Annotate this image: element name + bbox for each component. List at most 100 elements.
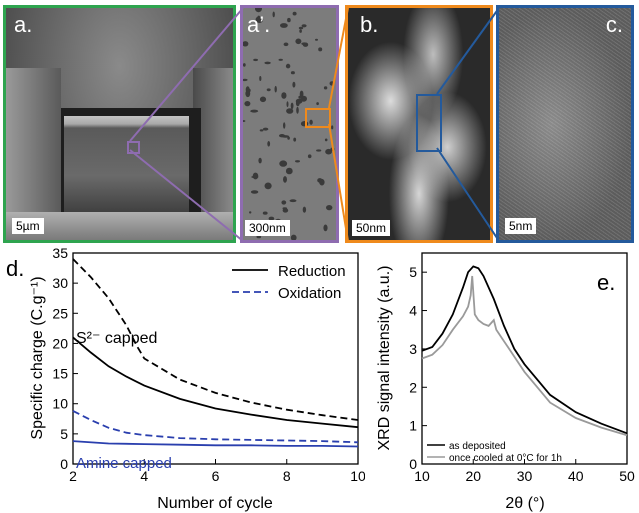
- chart-d-y-tick-label: 10: [52, 396, 68, 412]
- panel-label-b: b.: [360, 12, 379, 37]
- pore: [302, 206, 307, 213]
- chart-e-x-tick-label: 10: [414, 468, 430, 484]
- chart-d-series-line-0: [72, 336, 359, 429]
- pore: [299, 29, 302, 33]
- pore: [285, 63, 291, 69]
- chart-d-y-tick-label: 30: [52, 275, 68, 291]
- pore: [257, 15, 260, 18]
- scale-bar-a: 5µm: [12, 218, 44, 234]
- chart-d-x-tick-label: 2: [69, 468, 77, 484]
- panel-label-a: a.: [14, 12, 33, 37]
- chart-e-y-tick-label: 2: [409, 379, 417, 395]
- chart-e-x-tick-label: 20: [465, 468, 481, 484]
- pore: [290, 234, 297, 240]
- pore: [287, 17, 291, 23]
- pore: [316, 149, 322, 152]
- region-marker-a: [127, 141, 140, 154]
- pore: [296, 106, 299, 114]
- pore: [252, 172, 259, 180]
- pore: [293, 137, 297, 142]
- pore: [272, 11, 275, 18]
- pore: [258, 157, 262, 164]
- chart-d-x-tick-label: 6: [212, 468, 220, 484]
- chart-d-x-tick-label: 10: [350, 468, 365, 484]
- pore: [318, 47, 323, 52]
- pore: [331, 125, 334, 130]
- pore: [266, 88, 271, 92]
- panel-c-hrtem-image: c. 5nm: [496, 5, 634, 243]
- chart-d-y-tick-label: 35: [52, 248, 68, 261]
- panel-label-a-prime: a’.: [247, 12, 271, 37]
- chart-d-x-axis-label: Number of cycle: [157, 495, 273, 512]
- chart-d-y-axis-label: Specific charge (C.g⁻¹): [29, 276, 46, 439]
- pore: [299, 90, 304, 98]
- pore: [262, 211, 268, 215]
- chart-d-y-tick-label: 15: [52, 366, 68, 382]
- pore: [290, 71, 295, 75]
- pore: [289, 199, 297, 203]
- pore: [267, 141, 271, 147]
- chart-d-panel-label: d.: [6, 256, 24, 281]
- panel-a-prime-sem-image: a’. 300nm: [240, 5, 339, 243]
- pore: [283, 176, 287, 183]
- pore: [244, 101, 251, 107]
- pore: [259, 129, 264, 132]
- lamella-block: [64, 116, 189, 216]
- pore: [301, 24, 307, 28]
- chart-e-x-tick-label: 50: [619, 468, 635, 484]
- chart-d-y-tick-label: 5: [60, 426, 68, 442]
- pore: [324, 138, 328, 142]
- chart-e-y-tick-label: 1: [409, 418, 417, 434]
- pore: [316, 102, 319, 106]
- pore: [264, 182, 272, 190]
- chart-d-x-tick-label: 8: [283, 468, 291, 484]
- pore: [259, 96, 267, 103]
- region-marker-b: [416, 94, 442, 152]
- pore: [292, 11, 297, 16]
- pore: [243, 41, 249, 47]
- pore: [253, 58, 258, 62]
- pore: [281, 200, 287, 205]
- chart-e-panel-label: e.: [597, 270, 615, 295]
- chart-e-x-tick-label: 30: [517, 468, 533, 484]
- pore: [295, 38, 302, 45]
- pore: [281, 92, 287, 99]
- pore: [245, 86, 250, 93]
- pore: [278, 58, 283, 61]
- chart-d-series-line-1: [72, 258, 359, 421]
- chart-e-y-axis-label: XRD signal intensity (a.u.): [376, 266, 393, 451]
- chart-e-x-tick-label: 40: [568, 468, 584, 484]
- pore: [295, 160, 300, 163]
- pore: [307, 154, 312, 159]
- chart-e-legend: as deposited once cooled at 0°C for 1h: [427, 441, 562, 464]
- pore: [309, 119, 313, 125]
- chart-e-y-tick-label: 3: [409, 341, 417, 357]
- legend-label-oxidation: Oxidation: [278, 285, 341, 302]
- pore: [264, 61, 271, 65]
- pore: [330, 147, 335, 152]
- pore: [292, 81, 296, 88]
- pore: [280, 23, 288, 28]
- pore: [255, 8, 262, 13]
- chart-e-series-line-1: [421, 275, 628, 437]
- pore: [323, 224, 328, 232]
- trench-left-wall: [6, 68, 61, 238]
- pore: [290, 102, 294, 110]
- pore: [250, 190, 259, 194]
- pore: [283, 42, 289, 47]
- pore: [279, 160, 288, 167]
- pore: [326, 205, 333, 211]
- panel-label-c: c.: [605, 12, 623, 37]
- chart-d-y-tick-label: 0: [60, 456, 68, 472]
- legend-label-as-deposited: as deposited: [449, 441, 506, 452]
- pore: [268, 216, 275, 221]
- legend-label-reduction: Reduction: [278, 263, 346, 280]
- pore: [286, 101, 289, 108]
- pore: [250, 109, 259, 113]
- pore: [323, 86, 328, 90]
- annotation-amine-capped: Amine capped: [76, 455, 172, 472]
- scale-bar-a-prime: 300nm: [245, 220, 290, 236]
- chart-e-y-tick-label: 5: [409, 264, 417, 280]
- pore: [301, 42, 308, 46]
